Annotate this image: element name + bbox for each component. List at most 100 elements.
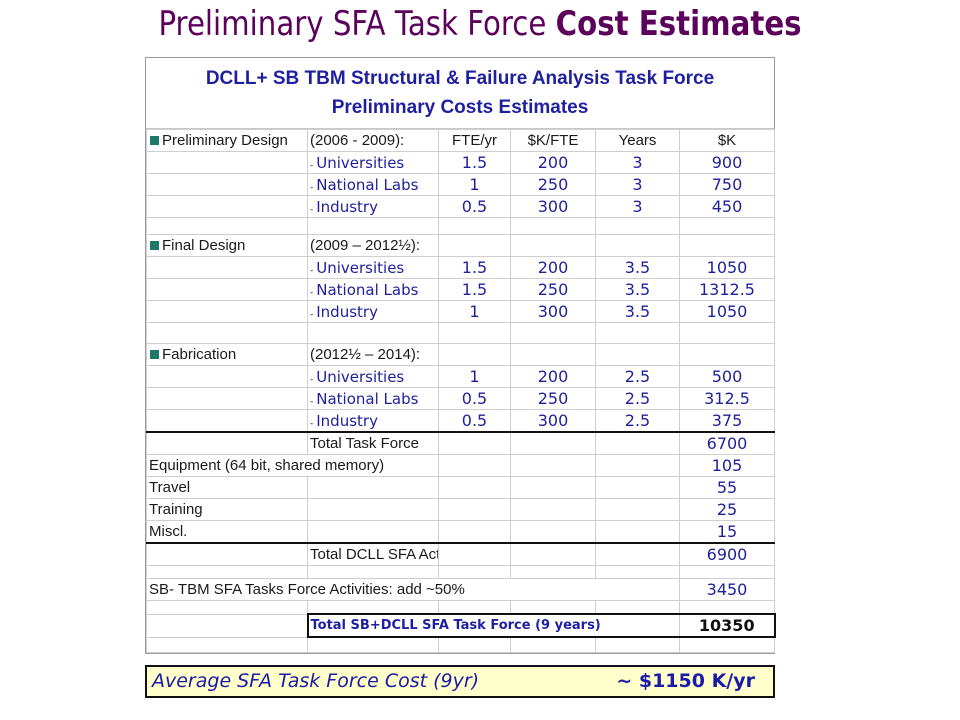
expense-row: Travel 55 bbox=[146, 476, 775, 499]
table-row: - Universities 1 200 2.5 500 bbox=[146, 365, 775, 388]
bullet-icon bbox=[150, 350, 159, 360]
empty-cell bbox=[510, 234, 596, 257]
total-value: 6700 bbox=[679, 431, 775, 455]
value-years: 2.5 bbox=[595, 365, 680, 388]
expense-row: Miscl. 15 bbox=[146, 520, 775, 544]
blank-cell bbox=[438, 600, 511, 615]
value-kfte: 200 bbox=[510, 365, 596, 388]
empty-cell bbox=[146, 613, 308, 638]
empty-cell bbox=[146, 151, 308, 174]
blank-cell bbox=[595, 217, 680, 235]
grand-total-row: Total SB+DCLL SFA Task Force (9 years) 10… bbox=[146, 613, 776, 638]
row-label: - National Labs bbox=[307, 278, 439, 301]
empty-cell bbox=[438, 454, 511, 477]
empty-cell bbox=[510, 476, 596, 499]
blank-cell bbox=[307, 636, 439, 653]
expense-value: 15 bbox=[679, 520, 775, 544]
bullet-icon bbox=[150, 136, 159, 146]
empty-cell bbox=[510, 454, 596, 477]
row-label: - National Labs bbox=[307, 387, 439, 410]
blank-cell bbox=[679, 565, 775, 579]
empty-cell bbox=[510, 542, 596, 566]
expense-value: 105 bbox=[679, 454, 775, 477]
value-kfte: 300 bbox=[510, 409, 596, 433]
empty-cell bbox=[679, 343, 775, 366]
value-kfte: 300 bbox=[510, 195, 596, 218]
blank-cell bbox=[679, 600, 775, 615]
value-years: 3.5 bbox=[595, 300, 680, 323]
period-cell: (2006 - 2009): bbox=[307, 129, 439, 152]
total-row: Total DCLL SFA Activities (9 years) 6900 bbox=[146, 542, 775, 566]
total-value: 6900 bbox=[679, 542, 775, 566]
value-years: 3 bbox=[595, 173, 680, 196]
empty-cell bbox=[146, 431, 308, 455]
blank-cell bbox=[595, 600, 680, 615]
value-k: 1050 bbox=[679, 300, 775, 323]
blank-row bbox=[146, 322, 775, 344]
value-fte: 1 bbox=[438, 300, 511, 323]
table-row: - National Labs 0.5 250 2.5 312.5 bbox=[146, 387, 775, 410]
blank-cell bbox=[679, 636, 775, 653]
value-years: 3 bbox=[595, 151, 680, 174]
value-fte: 0.5 bbox=[438, 387, 511, 410]
table-row: - Universities 1.5 200 3.5 1050 bbox=[146, 256, 775, 279]
empty-cell bbox=[307, 498, 439, 521]
value-k: 750 bbox=[679, 173, 775, 196]
blank-cell bbox=[679, 322, 775, 344]
slide-title-regular: Preliminary SFA Task Force bbox=[158, 4, 556, 44]
empty-cell bbox=[307, 476, 439, 499]
empty-cell bbox=[595, 476, 680, 499]
value-years: 3.5 bbox=[595, 256, 680, 279]
empty-cell bbox=[307, 520, 439, 544]
value-kfte: 250 bbox=[510, 173, 596, 196]
col-header-years: Years bbox=[595, 129, 680, 152]
sb-tbm-value: 3450 bbox=[679, 578, 775, 601]
empty-cell bbox=[438, 431, 511, 455]
sb-tbm-row: SB- TBM SFA Tasks Force Activities: add … bbox=[146, 578, 775, 601]
cost-table: Preliminary Design (2006 - 2009): FTE/yr… bbox=[146, 129, 776, 653]
empty-cell bbox=[510, 520, 596, 544]
blank-cell bbox=[307, 217, 439, 235]
blank-row bbox=[146, 217, 775, 235]
blank-cell bbox=[146, 565, 308, 579]
blank-cell bbox=[510, 217, 596, 235]
empty-cell bbox=[146, 542, 308, 566]
empty-cell bbox=[438, 476, 511, 499]
average-label: Average SFA Task Force Cost (9yr) bbox=[152, 670, 480, 692]
blank-cell bbox=[146, 600, 308, 615]
table-row: - Industry 0.5 300 3 450 bbox=[146, 195, 775, 218]
blank-cell bbox=[438, 565, 511, 579]
empty-cell bbox=[595, 454, 680, 477]
value-years: 2.5 bbox=[595, 387, 680, 410]
row-label: - Universities bbox=[307, 365, 439, 388]
blank-cell bbox=[146, 322, 308, 344]
total-row: Total Task Force 6700 bbox=[146, 431, 775, 455]
empty-cell bbox=[438, 520, 511, 544]
blank-cell bbox=[438, 636, 511, 653]
empty-cell bbox=[438, 498, 511, 521]
empty-cell bbox=[146, 387, 308, 410]
phase-cell: Fabrication bbox=[146, 343, 308, 366]
dash-icon: - bbox=[310, 374, 314, 385]
phase-row: Final Design (2009 – 2012½): bbox=[146, 234, 775, 257]
blank-cell bbox=[438, 322, 511, 344]
value-years: 2.5 bbox=[595, 409, 680, 433]
blank-cell bbox=[307, 600, 439, 615]
blank-cell bbox=[510, 322, 596, 344]
blank-cell bbox=[510, 565, 596, 579]
row-label: - Universities bbox=[307, 256, 439, 279]
value-fte: 0.5 bbox=[438, 409, 511, 433]
blank-cell bbox=[595, 565, 680, 579]
average-value: ~ $1150 K/yr bbox=[616, 670, 755, 692]
average-cost-bar: Average SFA Task Force Cost (9yr) ~ $115… bbox=[145, 665, 775, 698]
sb-tbm-label: SB- TBM SFA Tasks Force Activities: add … bbox=[146, 578, 680, 601]
sheet-title: DCLL+ SB TBM Structural & Failure Analys… bbox=[146, 58, 774, 129]
value-kfte: 200 bbox=[510, 151, 596, 174]
table-row: - Industry 1 300 3.5 1050 bbox=[146, 300, 775, 323]
total-label: Total DCLL SFA Activities (9 years) bbox=[307, 542, 439, 566]
phase-row: Fabrication (2012½ – 2014): bbox=[146, 343, 775, 366]
empty-cell bbox=[595, 542, 680, 566]
value-fte: 1.5 bbox=[438, 256, 511, 279]
empty-cell bbox=[146, 300, 308, 323]
dash-icon: - bbox=[310, 204, 314, 215]
